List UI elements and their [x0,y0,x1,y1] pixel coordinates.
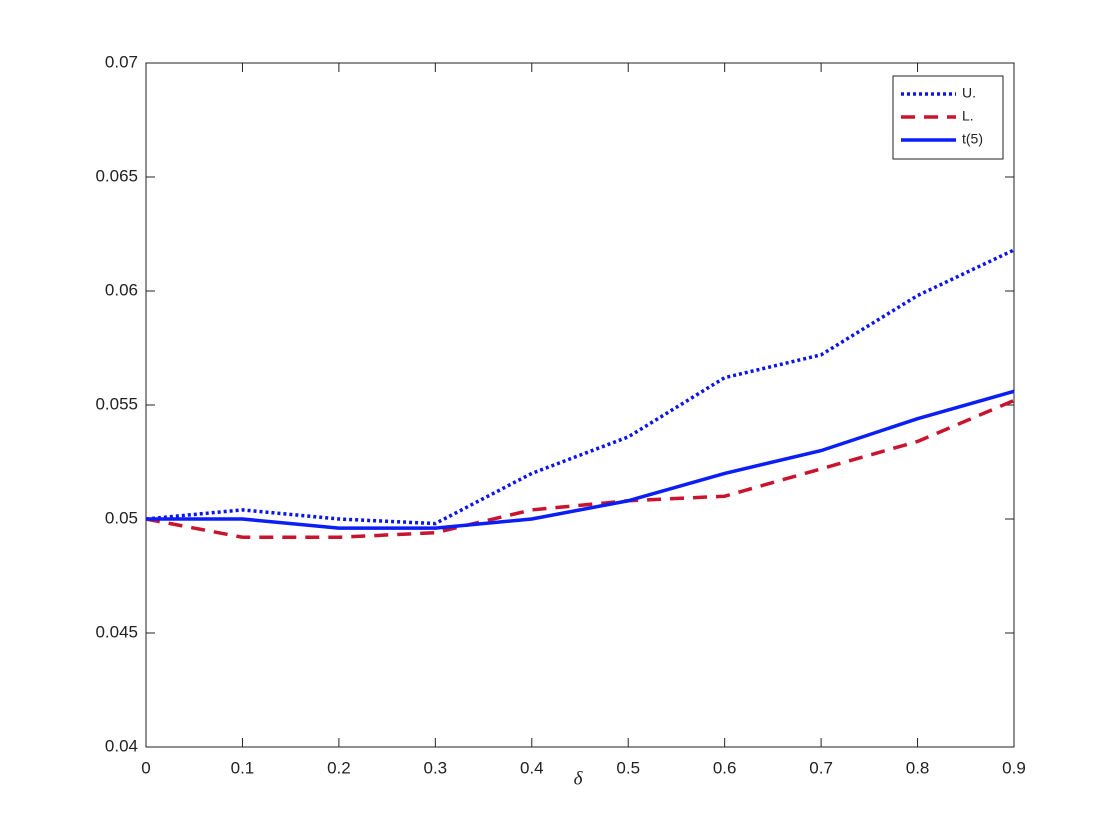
x-tick-label: 0.6 [713,758,737,777]
series-line [146,389,1015,530]
y-tick-label: 0.045 [95,622,138,641]
series-line [145,398,1015,539]
y-tick-label: 0.06 [105,280,138,299]
y-tick-label: 0.05 [105,508,138,527]
x-tick-label: 0.5 [616,758,640,777]
x-tick-label: 0.9 [1002,758,1026,777]
x-axis-label: δ [574,768,584,789]
y-tick-label: 0.04 [105,736,138,755]
x-tick-label: 0.7 [809,758,833,777]
x-tick-label: 0 [141,758,150,777]
legend-label: t(5) [962,131,983,147]
x-tick-label: 0.2 [327,758,351,777]
x-tick-label: 0.3 [424,758,448,777]
legend-label: L. [962,108,974,124]
x-tick-label: 0.8 [906,758,930,777]
x-tick-label: 0.1 [231,758,255,777]
series-line [145,248,1015,526]
y-tick-label: 0.065 [95,166,138,185]
y-tick-label: 0.07 [105,52,138,71]
y-tick-label: 0.055 [95,394,138,413]
legend-label: U. [962,85,976,101]
x-tick-label: 0.4 [520,758,544,777]
plot-frame [145,62,1015,748]
